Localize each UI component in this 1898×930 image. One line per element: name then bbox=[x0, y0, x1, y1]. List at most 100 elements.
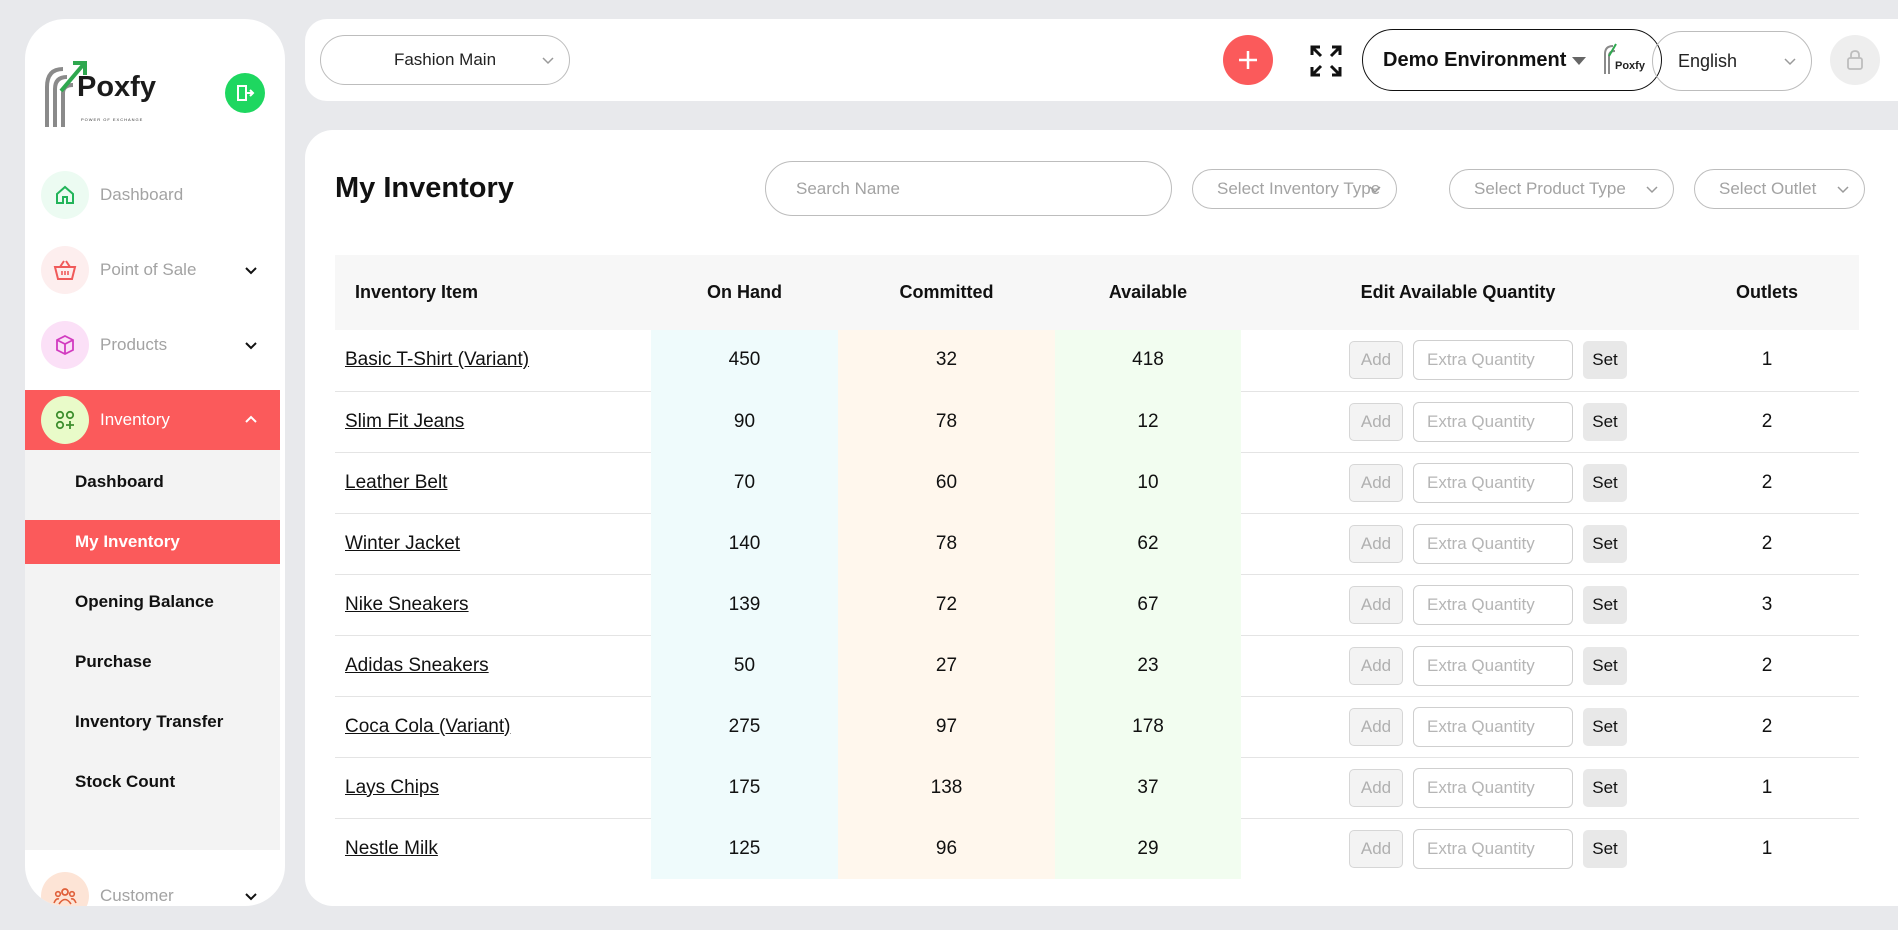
available-cell: 62 bbox=[1055, 513, 1241, 575]
inventory-item-cell: Slim Fit Jeans bbox=[335, 391, 651, 453]
sidebar-item-inventory[interactable]: Inventory bbox=[25, 390, 280, 450]
sidebar-item-customer[interactable]: Customer bbox=[25, 866, 280, 906]
brand-name: Poxfy bbox=[77, 71, 156, 103]
add-quantity-button[interactable]: Add bbox=[1349, 707, 1403, 746]
outlets-cell: 1 bbox=[1675, 330, 1859, 392]
add-quantity-button[interactable]: Add bbox=[1349, 829, 1403, 868]
exit-button[interactable] bbox=[225, 73, 265, 113]
inventory-item-cell: Leather Belt bbox=[335, 452, 651, 514]
search-input[interactable] bbox=[765, 161, 1172, 216]
outlets-cell: 2 bbox=[1675, 513, 1859, 575]
environment-select[interactable]: Demo Environment Poxfy bbox=[1362, 29, 1662, 91]
set-quantity-button[interactable]: Set bbox=[1583, 585, 1627, 624]
lock-button[interactable] bbox=[1830, 35, 1880, 85]
available-cell: 178 bbox=[1055, 696, 1241, 758]
chevron-down-icon bbox=[1784, 58, 1796, 66]
committed-cell: 78 bbox=[838, 391, 1055, 453]
add-quantity-button[interactable]: Add bbox=[1349, 524, 1403, 563]
sidebar-item-products[interactable]: Products bbox=[25, 315, 280, 375]
fullscreen-button[interactable] bbox=[1309, 44, 1343, 78]
inventory-item-cell: Lays Chips bbox=[335, 757, 651, 819]
submenu-item-opening-balance[interactable]: Opening Balance bbox=[75, 592, 214, 611]
basket-icon bbox=[41, 246, 89, 294]
set-quantity-button[interactable]: Set bbox=[1583, 402, 1627, 441]
set-quantity-button[interactable]: Set bbox=[1583, 341, 1627, 380]
fullscreen-icon bbox=[1310, 45, 1342, 77]
inventory-item-link[interactable]: Winter Jacket bbox=[345, 532, 461, 554]
caret-down-icon bbox=[1572, 57, 1586, 65]
add-quantity-button[interactable]: Add bbox=[1349, 646, 1403, 685]
edit-quantity-cell: Add Set bbox=[1241, 513, 1675, 575]
on-hand-cell: 70 bbox=[651, 452, 838, 514]
inventory-type-select[interactable]: Select Inventory Type bbox=[1192, 169, 1397, 209]
home-icon bbox=[41, 171, 89, 219]
set-quantity-button[interactable]: Set bbox=[1583, 463, 1627, 502]
sidebar: Poxfy POWER OF EXCHANGE Dashboard Point … bbox=[25, 19, 285, 906]
product-type-select[interactable]: Select Product Type bbox=[1449, 169, 1674, 209]
environment-logo: Poxfy bbox=[1603, 42, 1651, 78]
submenu-item-dashboard[interactable]: Dashboard bbox=[75, 472, 164, 491]
extra-quantity-input[interactable] bbox=[1413, 767, 1573, 808]
extra-quantity-input[interactable] bbox=[1413, 828, 1573, 869]
add-quantity-button[interactable]: Add bbox=[1349, 341, 1403, 380]
outlets-cell: 1 bbox=[1675, 757, 1859, 819]
edit-quantity-cell: Add Set bbox=[1241, 574, 1675, 636]
chevron-down-icon bbox=[245, 893, 257, 901]
edit-quantity-cell: Add Set bbox=[1241, 818, 1675, 879]
set-quantity-button[interactable]: Set bbox=[1583, 768, 1627, 807]
inventory-item-link[interactable]: Slim Fit Jeans bbox=[345, 410, 465, 432]
inventory-item-link[interactable]: Basic T-Shirt (Variant) bbox=[345, 349, 530, 371]
set-quantity-button[interactable]: Set bbox=[1583, 829, 1627, 868]
submenu-item-stock-count[interactable]: Stock Count bbox=[75, 772, 176, 791]
submenu-item-purchase[interactable]: Purchase bbox=[75, 652, 152, 671]
inventory-item-link[interactable]: Adidas Sneakers bbox=[345, 654, 489, 676]
extra-quantity-input[interactable] bbox=[1413, 584, 1573, 625]
brand-tagline: POWER OF EXCHANGE bbox=[81, 117, 144, 122]
sidebar-item-dashboard[interactable]: Dashboard bbox=[25, 165, 280, 225]
inventory-item-link[interactable]: Lays Chips bbox=[345, 776, 439, 798]
inventory-type-placeholder: Select Inventory Type bbox=[1217, 179, 1381, 198]
add-quantity-button[interactable]: Add bbox=[1349, 585, 1403, 624]
submenu-item-inventory-transfer[interactable]: Inventory Transfer bbox=[75, 712, 224, 731]
sidebar-item-label: Inventory bbox=[100, 410, 170, 429]
outlet-filter-select[interactable]: Select Outlet bbox=[1694, 169, 1865, 209]
extra-quantity-input[interactable] bbox=[1413, 462, 1573, 503]
add-quantity-button[interactable]: Add bbox=[1349, 402, 1403, 441]
extra-quantity-input[interactable] bbox=[1413, 523, 1573, 564]
environment-value: Demo Environment bbox=[1383, 48, 1567, 71]
add-quantity-button[interactable]: Add bbox=[1349, 768, 1403, 807]
language-select[interactable]: English bbox=[1652, 31, 1812, 91]
inventory-item-link[interactable]: Nike Sneakers bbox=[345, 593, 469, 615]
edit-quantity-cell: Add Set bbox=[1241, 757, 1675, 819]
sidebar-item-point-of-sale[interactable]: Point of Sale bbox=[25, 240, 280, 300]
submenu-item-my-inventory[interactable]: My Inventory bbox=[25, 520, 280, 564]
inventory-table: Inventory Item On Hand Committed Availab… bbox=[335, 255, 1859, 879]
outlets-cell: 2 bbox=[1675, 696, 1859, 758]
committed-cell: 32 bbox=[838, 330, 1055, 392]
language-value: English bbox=[1678, 50, 1738, 71]
inventory-item-link[interactable]: Nestle Milk bbox=[345, 837, 438, 859]
on-hand-cell: 275 bbox=[651, 696, 838, 758]
extra-quantity-input[interactable] bbox=[1413, 645, 1573, 686]
add-quantity-button[interactable]: Add bbox=[1349, 463, 1403, 502]
extra-quantity-input[interactable] bbox=[1413, 401, 1573, 442]
poxfy-logo[interactable] bbox=[43, 57, 203, 137]
set-quantity-button[interactable]: Set bbox=[1583, 646, 1627, 685]
outlet-select[interactable]: Fashion Main bbox=[320, 35, 570, 85]
extra-quantity-input[interactable] bbox=[1413, 706, 1573, 747]
set-quantity-button[interactable]: Set bbox=[1583, 524, 1627, 563]
on-hand-cell: 450 bbox=[651, 330, 838, 392]
committed-cell: 96 bbox=[838, 818, 1055, 879]
exit-icon bbox=[237, 85, 255, 101]
outlet-select-value: Fashion Main bbox=[393, 50, 497, 69]
inventory-item-link[interactable]: Coca Cola (Variant) bbox=[345, 715, 511, 737]
inventory-item-link[interactable]: Leather Belt bbox=[345, 471, 448, 493]
quick-add-button[interactable] bbox=[1223, 35, 1273, 85]
edit-quantity-cell: Add Set bbox=[1241, 635, 1675, 697]
set-quantity-button[interactable]: Set bbox=[1583, 707, 1627, 746]
page-title: My Inventory bbox=[335, 172, 514, 204]
inventory-submenu: Dashboard My Inventory Opening Balance P… bbox=[25, 450, 280, 850]
extra-quantity-input[interactable] bbox=[1413, 340, 1573, 381]
